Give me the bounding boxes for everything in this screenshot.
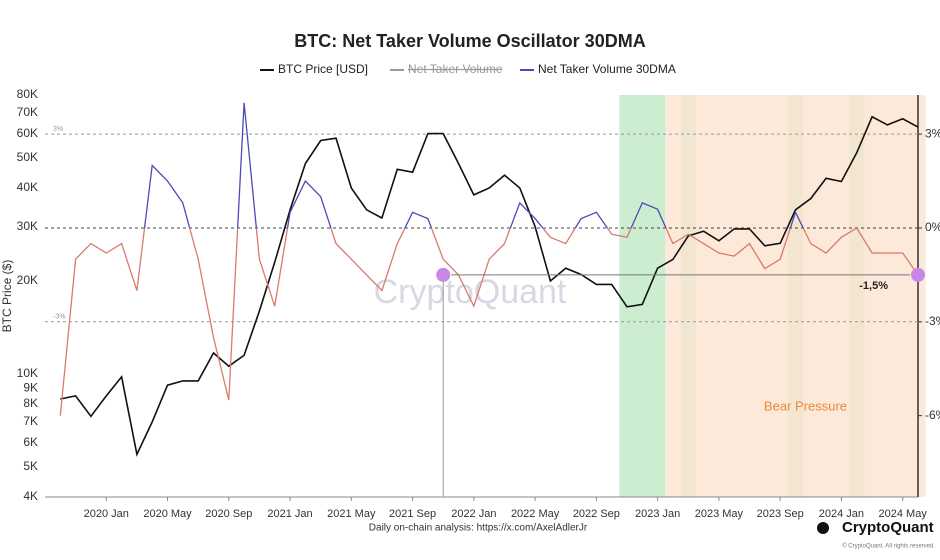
y-tick-label: 70K [17, 105, 38, 119]
threshold-label: -1,5% [859, 280, 888, 292]
x-tick-label: 2021 May [327, 508, 376, 520]
brand-logo [817, 522, 829, 534]
reference-label: -3% [53, 314, 65, 321]
legend-label: Net Taker Volume 30DMA [538, 62, 676, 76]
y-tick-label: 9K [23, 380, 38, 394]
oscillator-line-negative [59, 227, 919, 416]
shaded-band [665, 95, 926, 497]
x-tick-label: 2022 May [511, 508, 560, 520]
x-tick-label: 2022 Jan [451, 508, 496, 520]
x-tick-label: 2021 Sep [389, 508, 436, 520]
price-line [60, 115, 919, 457]
brand: CryptoQuant [842, 519, 934, 536]
y-axis-label: BTC Price ($) [0, 260, 14, 333]
x-tick-label: 2024 Jan [819, 508, 864, 520]
legend-label: BTC Price [USD] [278, 62, 368, 76]
y-tick-label: 5K [23, 459, 38, 473]
bands [619, 95, 926, 497]
chart-title: BTC: Net Taker Volume Oscillator 30DMA [294, 31, 645, 51]
y-tick-label: 8K [23, 396, 38, 410]
band-label: Bear Pressure [764, 398, 847, 413]
y-tick-label: 40K [17, 180, 38, 194]
y-tick-label: 10K [17, 366, 38, 380]
y-tick-label: 60K [17, 126, 38, 140]
y2-tick-label: 0% [925, 220, 940, 234]
y-tick-label: 50K [17, 150, 38, 164]
y-tick-label: 4K [23, 489, 38, 503]
y-tick-label: 6K [23, 435, 38, 449]
legend-label: Net Taker Volume [408, 62, 503, 76]
x-tick-label: 2024 May [879, 508, 928, 520]
x-tick-label: 2020 May [143, 508, 192, 520]
copyright: © CryptoQuant. All rights reserved. [842, 543, 935, 550]
x-tick-label: 2023 Jan [635, 508, 680, 520]
threshold-marker [436, 267, 451, 282]
y-tick-label: 80K [17, 87, 38, 101]
y2-tick-label: 3% [925, 126, 940, 140]
x-tick-label: 2023 May [695, 508, 744, 520]
x-tick-label: 2023 Sep [757, 508, 804, 520]
x-tick-label: 2021 Jan [267, 508, 312, 520]
y-tick-label: 30K [17, 219, 38, 233]
threshold-marker [911, 267, 925, 282]
shaded-band [619, 95, 666, 497]
y-tick-label: 7K [23, 414, 38, 428]
x-tick-label: 2020 Jan [84, 508, 129, 520]
footer: Daily on-chain analysis: https://x.com/A… [369, 523, 588, 534]
x-tick-label: 2022 Sep [573, 508, 620, 520]
y-tick-label: 20K [17, 273, 38, 287]
reference-label: 3% [53, 126, 63, 133]
watermark: CryptoQuant [374, 273, 567, 311]
x-tick-label: 2020 Sep [205, 508, 252, 520]
y2-tick-label: -3% [925, 314, 940, 328]
y2-tick-label: -6% [925, 408, 940, 422]
